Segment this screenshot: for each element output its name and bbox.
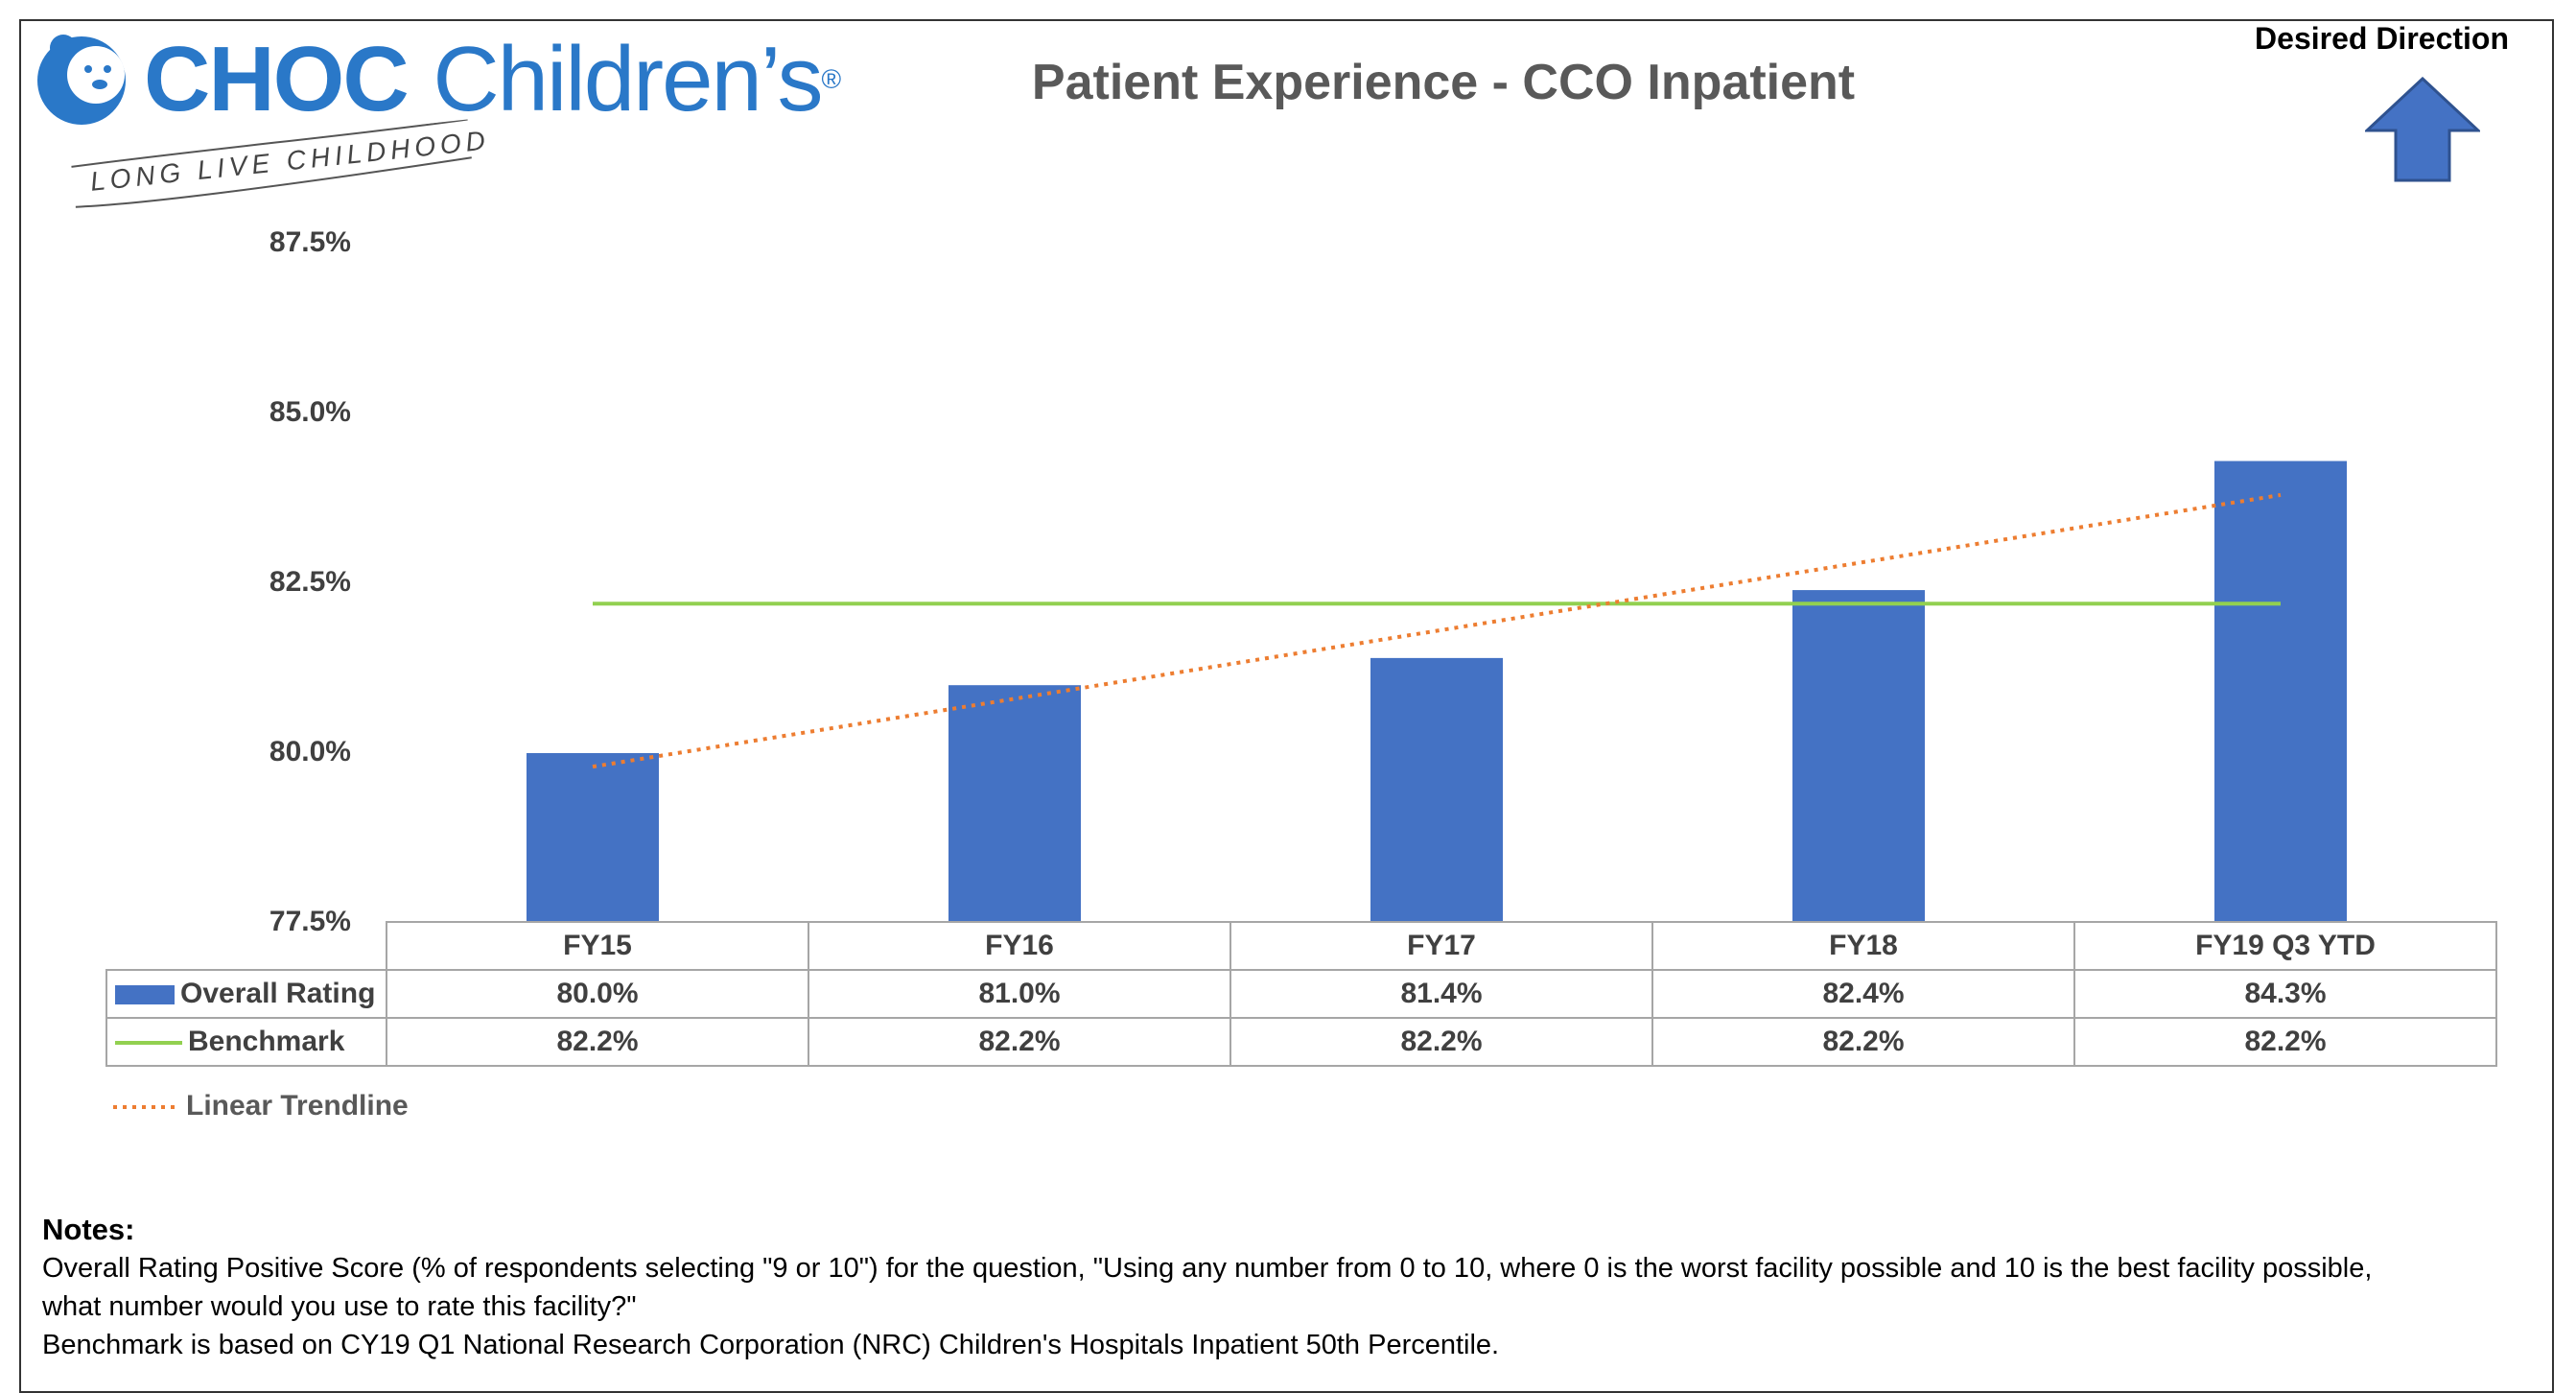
table-row-overall-rating: Overall Rating 80.0% 81.0% 81.4% 82.4% 8… xyxy=(105,969,2497,1019)
notes-section: Notes: Overall Rating Positive Score (% … xyxy=(42,1211,2526,1364)
chart-plot xyxy=(527,460,2347,923)
category-label: FY18 xyxy=(1651,921,2075,971)
data-label: 82.2% xyxy=(2073,1017,2497,1067)
y-tick-label: 80.0% xyxy=(269,736,351,767)
data-table: FY15 FY16 FY17 FY18 FY19 Q3 YTD Overall … xyxy=(105,921,2497,1067)
category-label: FY17 xyxy=(1229,921,1653,971)
choc-logo: CHOC Children’s® LONG LIVE CHILDHOOD xyxy=(29,17,841,219)
notes-line: Overall Rating Positive Score (% of resp… xyxy=(42,1253,2373,1284)
table-header-row: FY15 FY16 FY17 FY18 FY19 Q3 YTD xyxy=(106,921,2497,971)
data-label: 82.2% xyxy=(386,1017,809,1067)
trendline-legend-icon xyxy=(113,1105,180,1110)
category-label: FY16 xyxy=(808,921,1231,971)
table-row-benchmark: Benchmark 82.2% 82.2% 82.2% 82.2% 82.2% xyxy=(105,1017,2497,1067)
trendline xyxy=(592,492,2282,769)
bar-fy15 xyxy=(527,753,659,923)
bar-legend-icon xyxy=(115,985,175,1005)
data-label: 81.4% xyxy=(1229,969,1653,1019)
data-label: 80.0% xyxy=(386,969,809,1019)
data-label: 82.2% xyxy=(1229,1017,1653,1067)
y-tick-label: 85.0% xyxy=(269,396,351,428)
report-frame xyxy=(19,19,2554,1393)
up-arrow-icon xyxy=(2365,77,2480,182)
bear-logo-icon xyxy=(37,35,126,125)
y-tick-label: 82.5% xyxy=(269,566,351,598)
series-legend-overall-rating: Overall Rating xyxy=(105,969,387,1019)
data-label: 82.2% xyxy=(808,1017,1231,1067)
series-legend-benchmark: Benchmark xyxy=(105,1017,387,1067)
line-legend-icon xyxy=(115,1041,182,1046)
category-label: FY19 Q3 YTD xyxy=(2073,921,2497,971)
chart-title: Patient Experience - CCO Inpatient xyxy=(1031,55,1856,110)
logo-tagline: LONG LIVE CHILDHOOD xyxy=(69,119,491,219)
bar-fy17 xyxy=(1370,657,1503,923)
data-label: 81.0% xyxy=(808,969,1231,1019)
data-label: 82.2% xyxy=(1651,1017,2075,1067)
notes-line: what number would you use to rate this f… xyxy=(42,1291,637,1322)
trendline-legend: Linear Trendline xyxy=(113,1090,409,1122)
bar-fy18 xyxy=(1792,590,1925,923)
bar-fy19-q3-ytd xyxy=(2214,460,2347,923)
notes-heading: Notes: xyxy=(42,1213,135,1246)
desired-direction-label: Desired Direction xyxy=(2255,21,2509,56)
bar-fy16 xyxy=(948,685,1081,923)
y-tick-label: 87.5% xyxy=(269,226,351,258)
notes-line: Benchmark is based on CY19 Q1 National R… xyxy=(42,1330,1500,1360)
data-label: 82.4% xyxy=(1651,969,2075,1019)
logo-wordmark: CHOC Children’s® xyxy=(144,28,842,130)
data-label: 84.3% xyxy=(2073,969,2497,1019)
category-label: FY15 xyxy=(386,921,809,971)
